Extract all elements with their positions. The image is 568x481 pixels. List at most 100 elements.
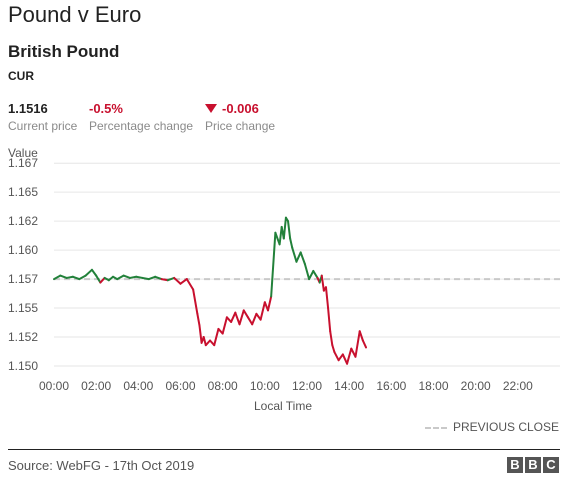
down-triangle-icon	[205, 104, 217, 113]
instrument-code: CUR	[8, 69, 34, 83]
price-segment	[324, 286, 330, 310]
price-segment	[308, 269, 315, 281]
price-segment	[299, 251, 306, 266]
price-segment	[71, 275, 81, 281]
bbc-logo-letter: B	[525, 457, 541, 473]
price-segment	[358, 330, 364, 342]
price-segment	[242, 309, 249, 319]
price-segment	[251, 312, 258, 326]
price-series	[53, 216, 368, 365]
price-segment	[78, 274, 87, 281]
price-segment	[287, 220, 292, 240]
price-segment	[303, 263, 311, 281]
y-tick-label: 1.165	[8, 185, 38, 199]
x-axis-ticks: 00:00 02:00 04:00 06:00 08:00 10:00 12:00 14:00…	[39, 379, 533, 393]
price-segment	[291, 246, 298, 263]
percentage-change-label: Percentage change	[89, 119, 194, 133]
price-segment	[116, 274, 125, 281]
price-segment	[59, 274, 68, 279]
price-segment	[147, 275, 157, 281]
x-tick-label: 04:00	[123, 379, 153, 393]
price-segment	[259, 301, 266, 321]
price-segment	[341, 353, 349, 365]
price-segment	[354, 330, 361, 358]
price-segment	[198, 324, 203, 344]
grid	[54, 162, 560, 367]
price-segment	[327, 307, 332, 333]
price-segment	[289, 237, 294, 249]
x-tick-label: 18:00	[418, 379, 448, 393]
price-segment	[202, 336, 207, 347]
price-change-value: -0.006	[222, 101, 259, 116]
price-segment	[84, 268, 93, 277]
price-segment	[99, 276, 106, 284]
x-tick-label: 12:00	[292, 379, 322, 393]
y-tick-label: 1.150	[8, 359, 38, 373]
y-tick-label: 1.162	[8, 214, 38, 228]
price-segment	[154, 275, 163, 281]
price-segment	[122, 274, 131, 279]
price-segment	[320, 274, 325, 292]
price-segment	[312, 269, 319, 279]
price-segment	[128, 275, 138, 279]
current-price-value: 1.1516	[8, 101, 48, 116]
price-segment	[90, 268, 98, 277]
price-segment	[192, 288, 199, 315]
price-segment	[361, 339, 368, 349]
x-tick-label: 14:00	[334, 379, 364, 393]
price-segment	[196, 312, 201, 327]
y-tick-label: 1.157	[8, 272, 38, 286]
current-price-label: Current price	[8, 119, 78, 133]
y-tick-label: 1.167	[8, 156, 38, 170]
price-segment	[246, 316, 254, 326]
price-segment	[160, 278, 169, 282]
price-segment	[238, 309, 245, 326]
price-segment	[331, 344, 336, 354]
page-title: Pound v Euro	[8, 2, 142, 27]
price-change-label: Price change	[205, 119, 276, 133]
price-segment	[329, 330, 334, 347]
price-segment	[337, 353, 344, 362]
previous-close-legend: PREVIOUS CLOSE	[424, 420, 559, 434]
source-text: Source: WebFG - 17th Oct 2019	[8, 458, 195, 473]
bbc-logo: B B C	[507, 457, 559, 473]
price-segment	[141, 276, 150, 281]
x-tick-label: 08:00	[208, 379, 238, 393]
x-tick-label: 06:00	[165, 379, 195, 393]
price-segment	[179, 278, 188, 285]
price-segment	[230, 311, 237, 323]
price-segment	[135, 275, 144, 279]
bbc-logo-letter: C	[543, 457, 559, 473]
price-segment	[346, 347, 353, 365]
x-tick-label: 00:00	[39, 379, 69, 393]
price-segment	[266, 295, 273, 312]
previous-close-label: PREVIOUS CLOSE	[452, 420, 559, 434]
y-axis-ticks: 1.150 1.152 1.155 1.157 1.160 1.162 1.165 1.167	[8, 156, 38, 373]
price-change-stat: -0.006 Price change	[205, 101, 275, 133]
current-price-stat: 1.1516 Current price	[8, 101, 77, 133]
dashed-line-icon	[424, 426, 447, 429]
x-tick-label: 20:00	[461, 379, 491, 393]
y-tick-label: 1.160	[8, 243, 38, 257]
price-segment	[282, 216, 287, 240]
price-segment	[270, 231, 277, 298]
price-segment	[65, 275, 74, 279]
bbc-logo-letter: B	[507, 457, 523, 473]
x-tick-label: 16:00	[376, 379, 406, 393]
price-segment	[173, 276, 182, 285]
percentage-change-value: -0.5%	[89, 101, 123, 116]
x-tick-label: 22:00	[503, 379, 533, 393]
x-axis-label: Local Time	[254, 399, 312, 413]
y-tick-label: 1.152	[8, 330, 38, 344]
price-segment	[221, 316, 228, 335]
instrument-name: British Pound	[8, 42, 120, 61]
y-axis-label: Value	[8, 146, 38, 160]
price-segment	[213, 327, 220, 347]
price-segment	[53, 274, 62, 281]
y-tick-label: 1.155	[8, 301, 38, 315]
price-segment	[234, 311, 241, 326]
footer-divider	[8, 449, 560, 450]
price-segment	[95, 274, 102, 284]
price-segment	[295, 251, 302, 263]
